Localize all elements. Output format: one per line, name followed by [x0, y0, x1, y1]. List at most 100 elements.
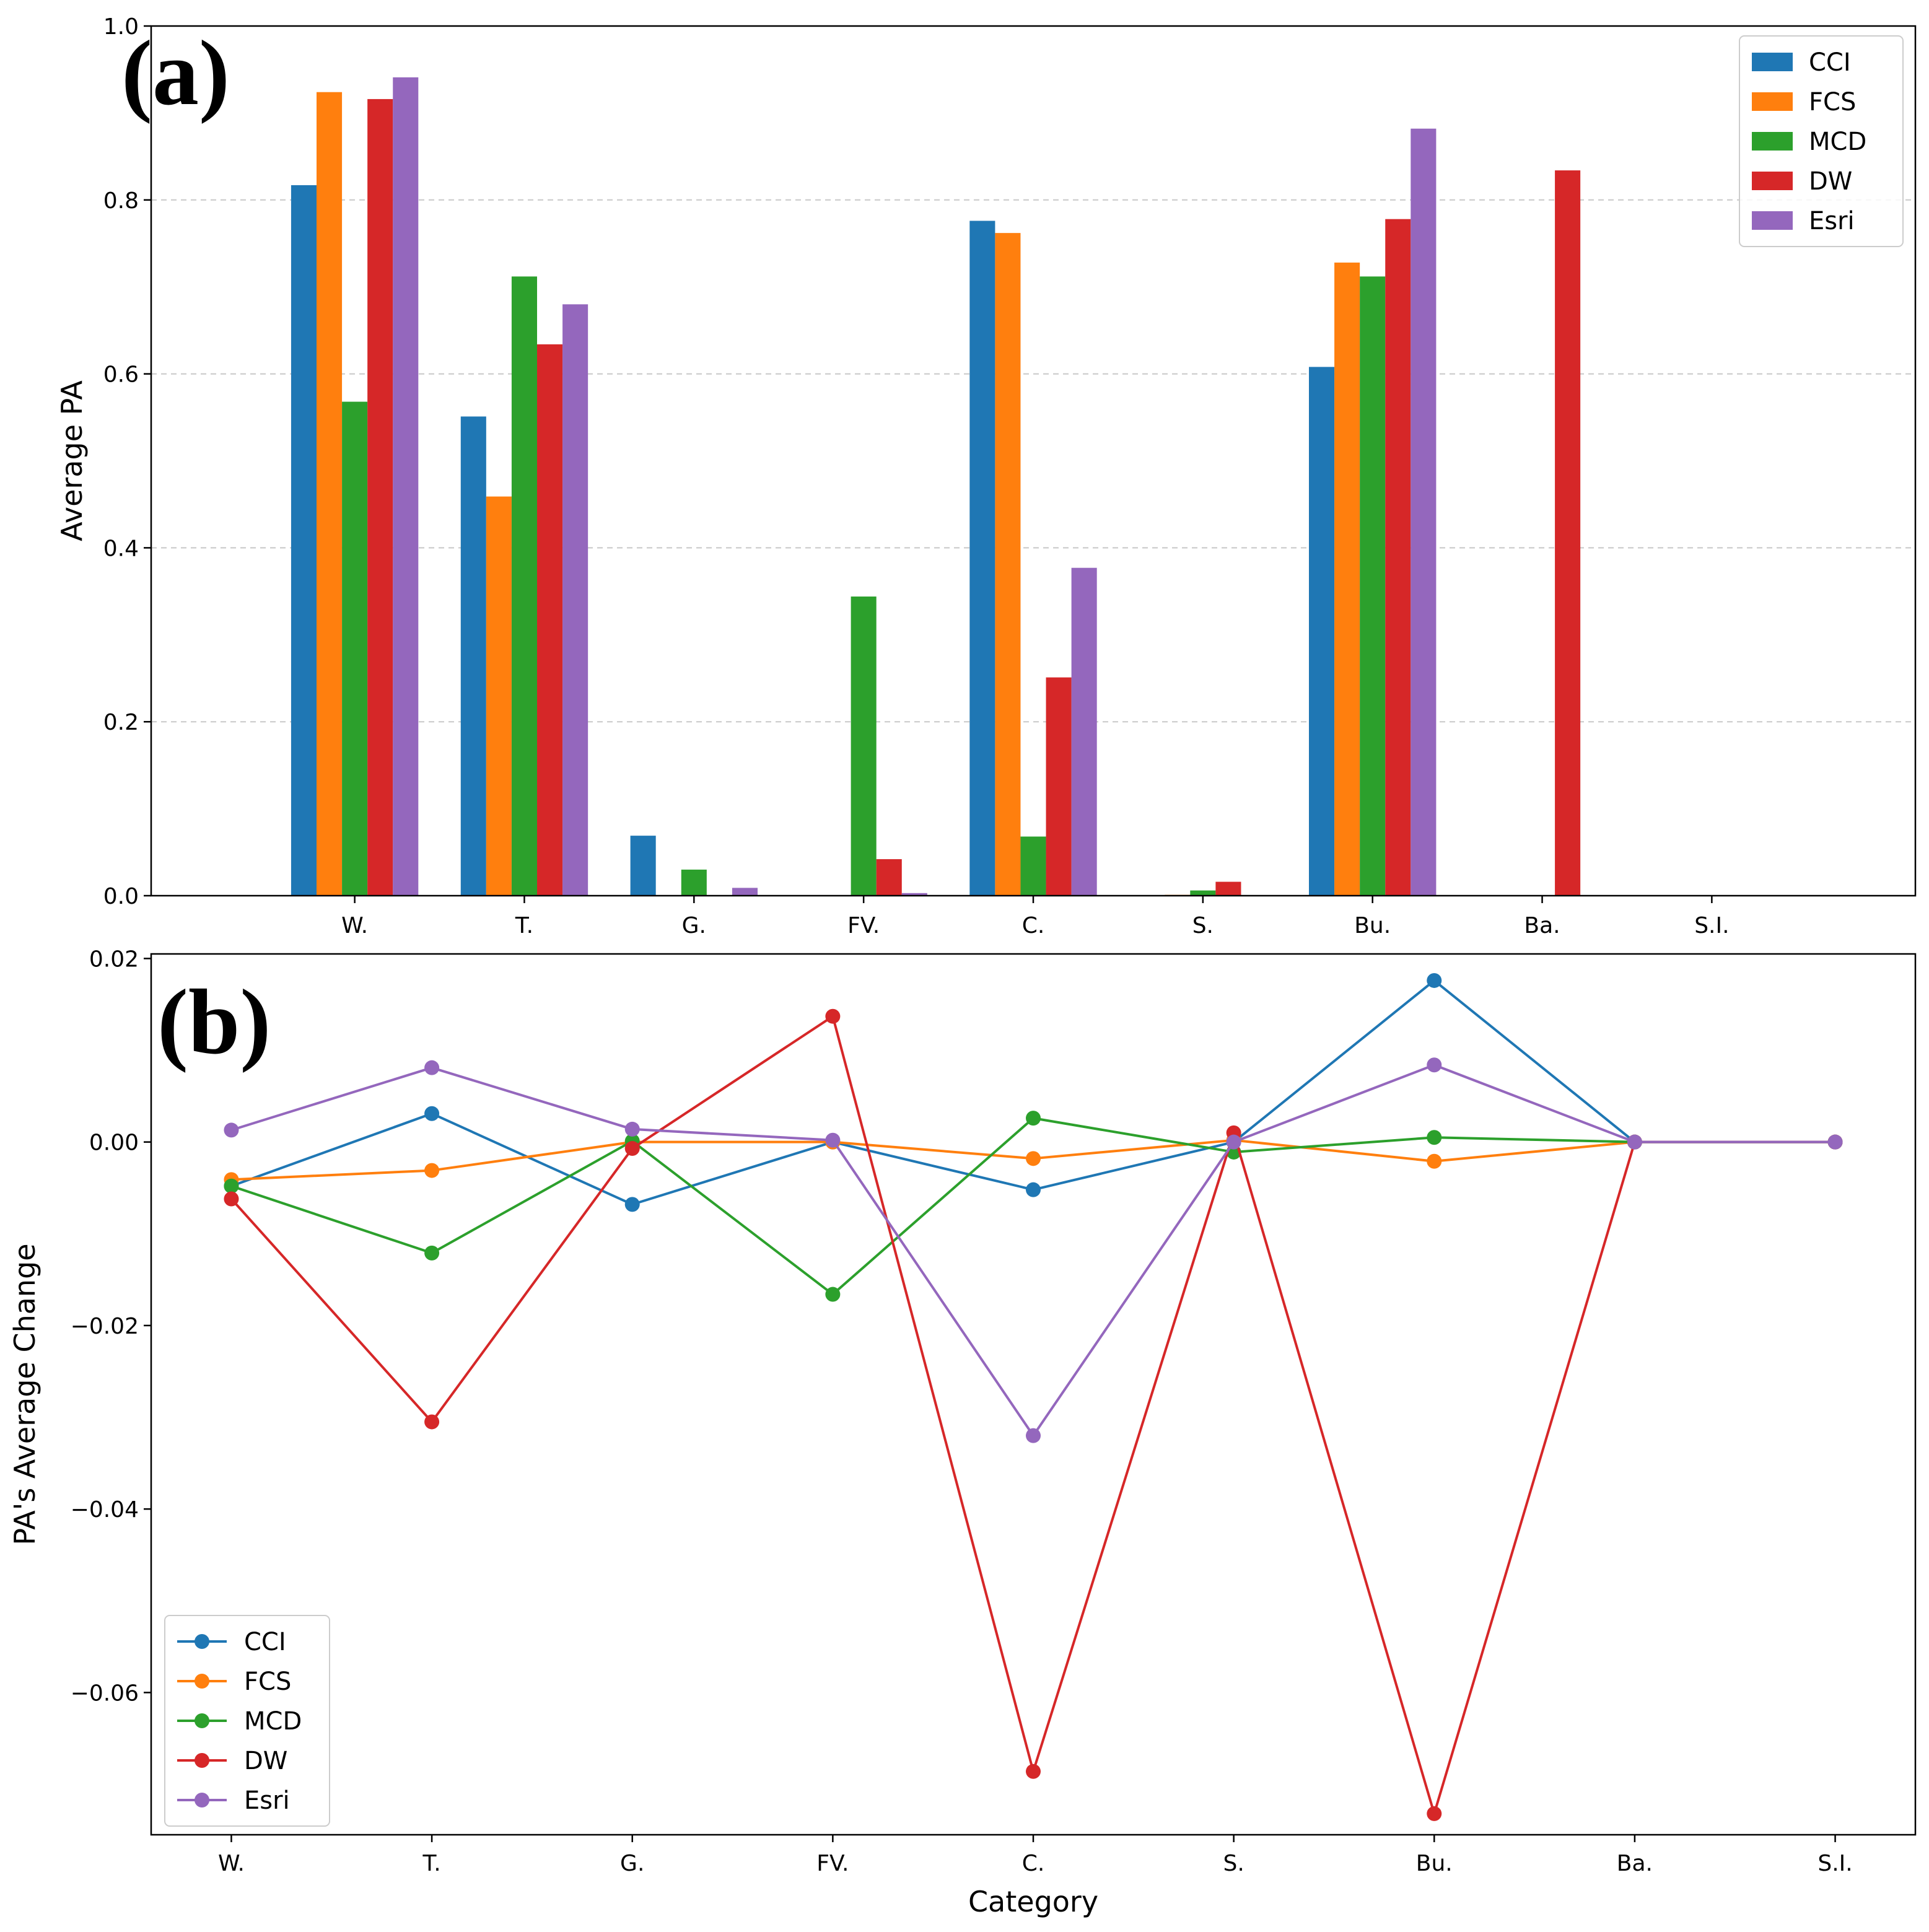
y-axis-title: Average PA [55, 380, 89, 541]
data-point [1026, 1111, 1041, 1126]
data-point [1026, 1764, 1041, 1779]
legend-marker [195, 1634, 209, 1649]
legend-item: CCI [1752, 48, 1851, 77]
data-point [1026, 1182, 1041, 1197]
legend-label: DW [1809, 167, 1852, 196]
bar-chart-panel: 0.0 0.2 0.4 0.6 0.8 1.0 W. T. G. FV. C. S. Bu. Ba. S.… [55, 14, 1917, 938]
y-tick-label: 0.0 [103, 884, 139, 909]
legend-swatch [1752, 172, 1793, 190]
y-tick-label: 0.8 [103, 188, 139, 214]
legend-label: Esri [1809, 207, 1855, 235]
data-point [224, 1122, 239, 1138]
data-point [424, 1245, 440, 1261]
x-axis-title: Category [968, 1885, 1098, 1918]
legend-label: CCI [1809, 48, 1851, 77]
x-tick-label: S. [1192, 913, 1214, 938]
bar [460, 416, 486, 896]
y-tick-label: −0.04 [71, 1497, 139, 1523]
x-tick-label: W. [341, 913, 368, 938]
x-tick-label: S.I. [1817, 1851, 1852, 1876]
bar [291, 185, 317, 896]
bar [851, 597, 877, 896]
legend-frame [1739, 35, 1904, 247]
legend-label: CCI [244, 1628, 286, 1656]
bar [681, 869, 707, 896]
bar [537, 344, 563, 896]
legend-item: FCS [177, 1668, 291, 1696]
bar [1046, 677, 1072, 896]
x-tick-label: Bu. [1354, 913, 1391, 938]
legend: CCI FCS MCD DW Esri [1739, 35, 1904, 247]
legend-marker [195, 1793, 209, 1807]
x-tick-label: Bu. [1416, 1851, 1453, 1876]
bar [1020, 836, 1046, 896]
y-tick-label: 0.6 [103, 362, 139, 388]
y-axis-title: PA's Average Change [8, 1243, 42, 1545]
x-tick-label: T. [422, 1851, 441, 1876]
data-point [825, 1008, 841, 1024]
bar [1309, 367, 1335, 896]
data-point [424, 1106, 440, 1121]
data-point [424, 1060, 440, 1075]
x-axis-ticks: W. T. G. FV. C. S. Bu. Ba. S.I. [341, 896, 1730, 938]
bar [393, 77, 419, 896]
data-point [825, 1132, 841, 1148]
x-tick-label: FV. [816, 1851, 849, 1876]
y-axis-ticks: 0.02 0.00 −0.02 −0.04 −0.06 [71, 946, 151, 1706]
grid-lines [151, 199, 1915, 723]
x-axis-ticks: W. T. G. FV. C. S. Bu. Ba. S.I. [218, 1835, 1853, 1876]
y-tick-label: 0.2 [103, 710, 139, 735]
bar [1411, 128, 1437, 896]
data-point [624, 1141, 640, 1156]
legend-label: FCS [244, 1668, 291, 1696]
data-point [1427, 1130, 1442, 1145]
legend-swatch [1752, 132, 1793, 151]
y-tick-label: −0.02 [71, 1314, 139, 1339]
bar [876, 859, 902, 896]
y-tick-label: 1.0 [103, 14, 139, 40]
y-tick-label: 0.4 [103, 536, 139, 561]
legend-marker [195, 1713, 209, 1728]
bar [367, 98, 393, 896]
data-point [1427, 1057, 1442, 1073]
bar [1215, 881, 1241, 896]
bar [901, 893, 927, 896]
bar [630, 836, 656, 896]
legend-item: CCI [177, 1628, 286, 1656]
legend-item: FCS [1752, 88, 1856, 116]
legend: CCI FCS MCD DW Esri [164, 1615, 330, 1827]
legend-item: DW [177, 1747, 287, 1775]
bar [486, 496, 512, 896]
data-point [1827, 1134, 1843, 1150]
legend-item: MCD [1752, 128, 1866, 156]
bar [732, 888, 758, 896]
legend-label: DW [244, 1747, 287, 1775]
x-tick-label: S.I. [1694, 913, 1729, 938]
x-tick-label: Ba. [1524, 913, 1560, 938]
legend-item: Esri [177, 1786, 290, 1815]
bar-group [291, 77, 1581, 896]
data-point [1026, 1151, 1041, 1166]
data-point [1427, 1153, 1442, 1169]
x-tick-label: G. [682, 913, 706, 938]
x-tick-label: G. [620, 1851, 644, 1876]
data-point [1026, 1428, 1041, 1443]
data-point [424, 1414, 440, 1430]
x-tick-label: FV. [847, 913, 880, 938]
bar [1071, 567, 1097, 896]
data-point [624, 1121, 640, 1137]
line-series-group [224, 973, 1843, 1821]
data-point [1427, 973, 1442, 988]
data-point [224, 1191, 239, 1207]
x-tick-label: T. [515, 913, 533, 938]
data-point [1627, 1134, 1642, 1150]
y-tick-label: 0.02 [89, 946, 139, 972]
bar [317, 92, 343, 896]
legend-swatch [1752, 211, 1793, 230]
bar [562, 304, 588, 896]
line-chart-panel: 0.02 0.00 −0.02 −0.04 −0.06 W. T. G. FV. C. S. Bu.… [8, 946, 1917, 1918]
data-point [1427, 1806, 1442, 1821]
legend-label: MCD [1809, 128, 1866, 156]
data-point [624, 1197, 640, 1212]
